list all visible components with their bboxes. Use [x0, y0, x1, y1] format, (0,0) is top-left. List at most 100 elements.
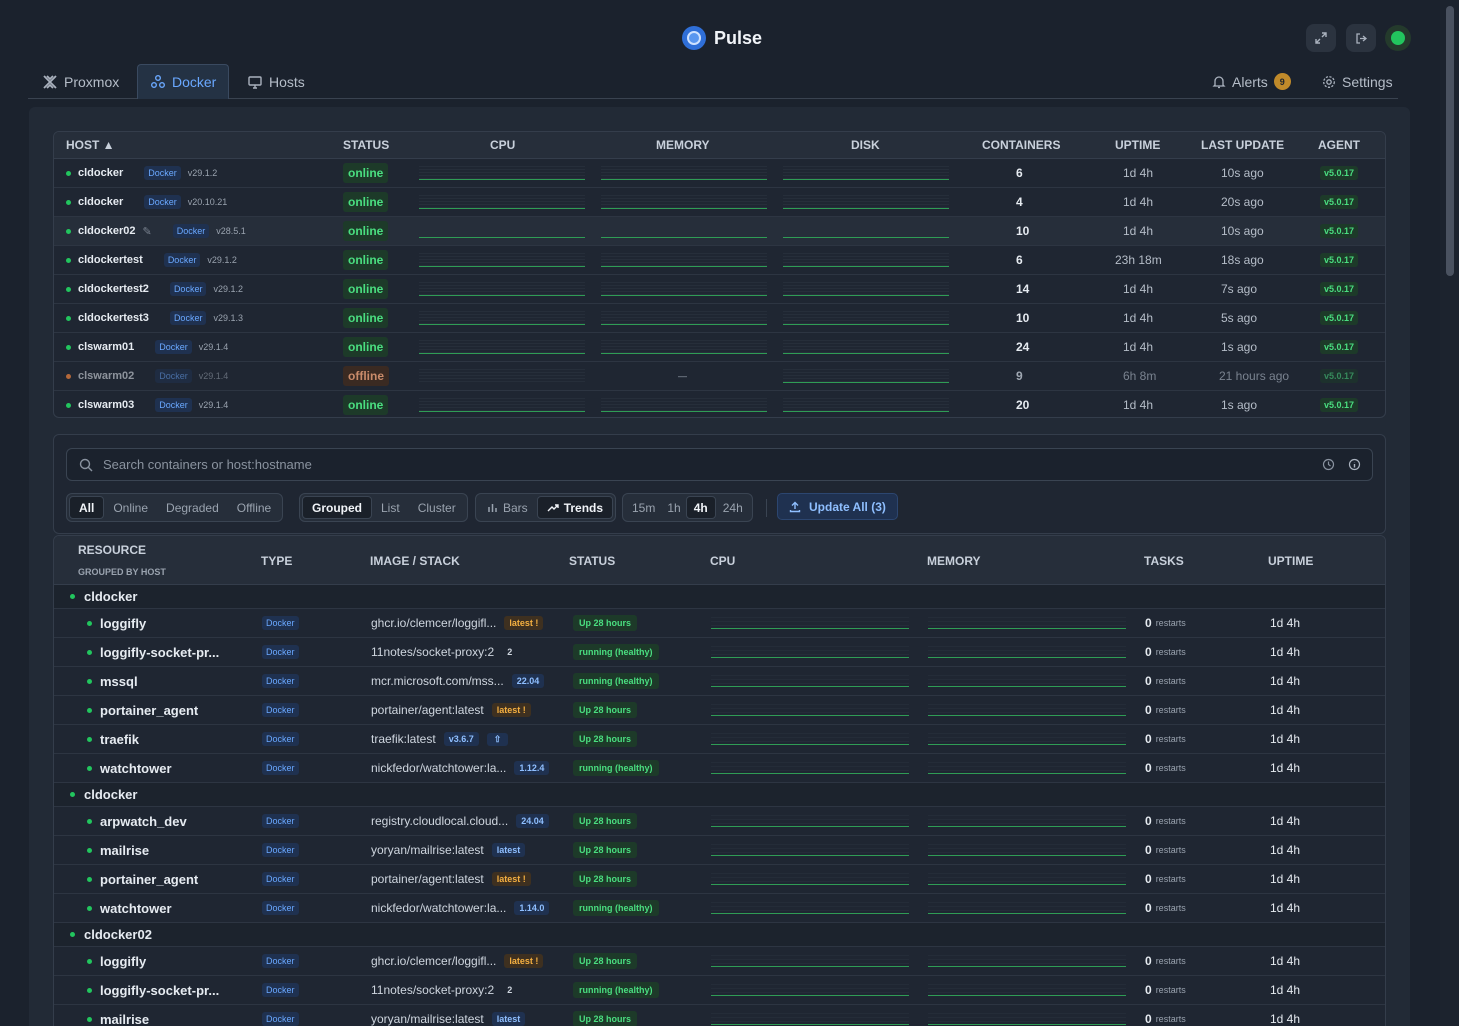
container-name[interactable]: mssql	[100, 673, 138, 689]
container-name[interactable]: mailrise	[100, 842, 150, 858]
col-memory-header[interactable]: MEMORY	[656, 138, 710, 152]
app-logo[interactable]: Pulse	[682, 26, 762, 50]
filter-all[interactable]: All	[69, 496, 105, 519]
col-image-header[interactable]: IMAGE / STACK	[370, 554, 460, 568]
mode-bars[interactable]: Bars	[478, 496, 537, 519]
page-scrollbar[interactable]	[1440, 0, 1459, 1026]
col-status-header[interactable]: STATUS	[569, 554, 616, 568]
host-last-update-cell: 21 hours ago	[1219, 362, 1289, 390]
container-row[interactable]: mailrise Docker yoryan/mailrise:latest late…	[54, 836, 1385, 865]
host-name[interactable]: cldockertest3	[78, 312, 149, 324]
col-uptime-header[interactable]: UPTIME	[1115, 138, 1161, 152]
container-row[interactable]: loggifly-socket-pr... Docker 11notes/socke…	[54, 976, 1385, 1005]
host-row[interactable]: cldocker Docker v20.10.21 online 4 1d 4h 20s a…	[54, 188, 1385, 217]
info-icon[interactable]	[1348, 458, 1361, 471]
col-host-header[interactable]: HOST ▲	[66, 138, 115, 152]
container-row[interactable]: portainer_agent Docker portainer/agent:lat…	[54, 696, 1385, 725]
host-row[interactable]: clswarm03 Docker v29.1.4 online 20 1d 4h 1s ag…	[54, 391, 1385, 417]
col-type-header[interactable]: TYPE	[261, 554, 293, 568]
container-row[interactable]: watchtower Docker nickfedor/watchtower:la.…	[54, 894, 1385, 923]
col-cpu-header[interactable]: CPU	[490, 138, 516, 152]
search-input[interactable]	[103, 457, 1203, 472]
host-name[interactable]: clswarm02	[78, 370, 135, 382]
container-row[interactable]: mssql Docker mcr.microsoft.com/mss... 22.04…	[54, 667, 1385, 696]
tab-docker[interactable]: Docker	[137, 64, 230, 99]
col-uptime-header[interactable]: UPTIME	[1268, 554, 1314, 568]
col-disk-header[interactable]: DISK	[851, 138, 880, 152]
host-row[interactable]: clswarm01 Docker v29.1.4 online 24 1d 4h 1s ag…	[54, 333, 1385, 362]
filter-degraded[interactable]: Degraded	[166, 500, 219, 515]
history-icon[interactable]	[1322, 458, 1335, 471]
col-memory-header[interactable]: MEMORY	[927, 554, 981, 568]
container-uptime: 1d 4h	[1270, 761, 1301, 775]
view-list[interactable]: List	[381, 500, 400, 515]
upload-icon[interactable]: ⇧	[486, 732, 509, 746]
range-4h[interactable]: 4h	[685, 496, 716, 519]
range-24h[interactable]: 24h	[722, 500, 743, 515]
host-row[interactable]: cldocker Docker v29.1.2 online 6 1d 4h 10s ago…	[54, 159, 1385, 188]
container-name[interactable]: loggifly-socket-pr...	[100, 644, 220, 660]
host-row[interactable]: cldockertest Docker v29.1.2 online 6 23h 18m 1…	[54, 246, 1385, 275]
host-group-row[interactable]: cldocker	[54, 783, 1385, 807]
logout-button[interactable]	[1346, 24, 1376, 52]
container-row[interactable]: loggifly Docker ghcr.io/clemcer/loggifl...…	[54, 947, 1385, 976]
container-name[interactable]: loggifly	[100, 953, 147, 969]
container-row[interactable]: watchtower Docker nickfedor/watchtower:la.…	[54, 754, 1385, 783]
container-row[interactable]: mailrise Docker yoryan/mailrise:latest late…	[54, 1005, 1385, 1026]
range-15m[interactable]: 15m	[632, 500, 656, 515]
host-name[interactable]: clswarm03	[78, 399, 135, 411]
col-cpu-header[interactable]: CPU	[710, 554, 736, 568]
container-name[interactable]: watchtower	[100, 760, 172, 776]
host-name[interactable]: cldocker02	[78, 225, 136, 237]
monitor-icon	[248, 75, 262, 89]
container-name[interactable]: traefik	[100, 731, 140, 747]
filter-offline[interactable]: Offline	[236, 500, 272, 515]
view-grouped[interactable]: Grouped	[302, 496, 372, 519]
tab-settings[interactable]: Settings	[1310, 64, 1405, 99]
tab-alerts[interactable]: Alerts 9	[1200, 64, 1303, 99]
tab-proxmox[interactable]: Proxmox	[30, 64, 131, 99]
fullscreen-button[interactable]	[1306, 24, 1336, 52]
col-tasks-header[interactable]: TASKS	[1144, 554, 1184, 568]
container-row[interactable]: traefik Docker traefik:latest v3.6.7 ⇧ Up 28 …	[54, 725, 1385, 754]
connection-status-indicator[interactable]	[1385, 25, 1411, 51]
container-name[interactable]: loggifly-socket-pr...	[100, 982, 220, 998]
host-group-row[interactable]: cldocker	[54, 585, 1385, 609]
host-name[interactable]: cldocker	[78, 196, 124, 208]
tab-hosts[interactable]: Hosts	[235, 64, 317, 99]
host-name[interactable]: cldockertest	[78, 254, 143, 266]
container-status-dot	[87, 905, 92, 911]
container-row[interactable]: portainer_agent Docker portainer/agent:lat…	[54, 865, 1385, 894]
host-row[interactable]: cldocker02 ✎ Docker v28.5.1 online 10 1d 4h 10s…	[54, 217, 1385, 246]
view-cluster[interactable]: Cluster	[417, 500, 456, 515]
host-row[interactable]: clswarm02 Docker v29.1.4 offline — 9 6h 8m 21 h…	[54, 362, 1385, 391]
container-name[interactable]: loggifly	[100, 615, 147, 631]
container-name[interactable]: portainer_agent	[100, 871, 199, 887]
host-name[interactable]: cldockertest2	[78, 283, 149, 295]
edit-pencil-icon[interactable]: ✎	[142, 225, 152, 238]
mode-trends[interactable]: Trends	[536, 496, 614, 519]
host-row[interactable]: cldockertest3 Docker v29.1.3 online 10 1d 4h 5…	[54, 304, 1385, 333]
col-last-update-header[interactable]: LAST UPDATE	[1201, 138, 1285, 152]
container-name[interactable]: watchtower	[100, 900, 172, 916]
container-name[interactable]: arpwatch_dev	[100, 813, 187, 829]
range-1h[interactable]: 1h	[667, 500, 681, 515]
col-resource-header[interactable]: RESOURCE	[78, 543, 147, 557]
col-agent-header[interactable]: AGENT	[1318, 138, 1360, 152]
col-status-header[interactable]: STATUS	[343, 138, 390, 152]
runtime-badge: Docker	[155, 369, 192, 383]
container-row[interactable]: loggifly Docker ghcr.io/clemcer/loggifl...…	[54, 609, 1385, 638]
host-name[interactable]: clswarm01	[78, 341, 135, 353]
update-all-button[interactable]: Update All (3)	[777, 493, 898, 520]
col-containers-header[interactable]: CONTAINERS	[982, 138, 1061, 152]
scrollbar-thumb[interactable]	[1446, 6, 1454, 276]
host-row[interactable]: cldockertest2 Docker v29.1.2 online 14 1d 4h 7…	[54, 275, 1385, 304]
container-name[interactable]: portainer_agent	[100, 702, 199, 718]
container-name[interactable]: mailrise	[100, 1011, 150, 1026]
host-name[interactable]: cldocker	[78, 167, 124, 179]
filter-online[interactable]: Online	[113, 500, 149, 515]
container-row[interactable]: arpwatch_dev Docker registry.cloudlocal.cl…	[54, 807, 1385, 836]
container-row[interactable]: loggifly-socket-pr... Docker 11notes/socke…	[54, 638, 1385, 667]
host-group-row[interactable]: cldocker02	[54, 923, 1385, 947]
search-box[interactable]	[66, 448, 1373, 481]
